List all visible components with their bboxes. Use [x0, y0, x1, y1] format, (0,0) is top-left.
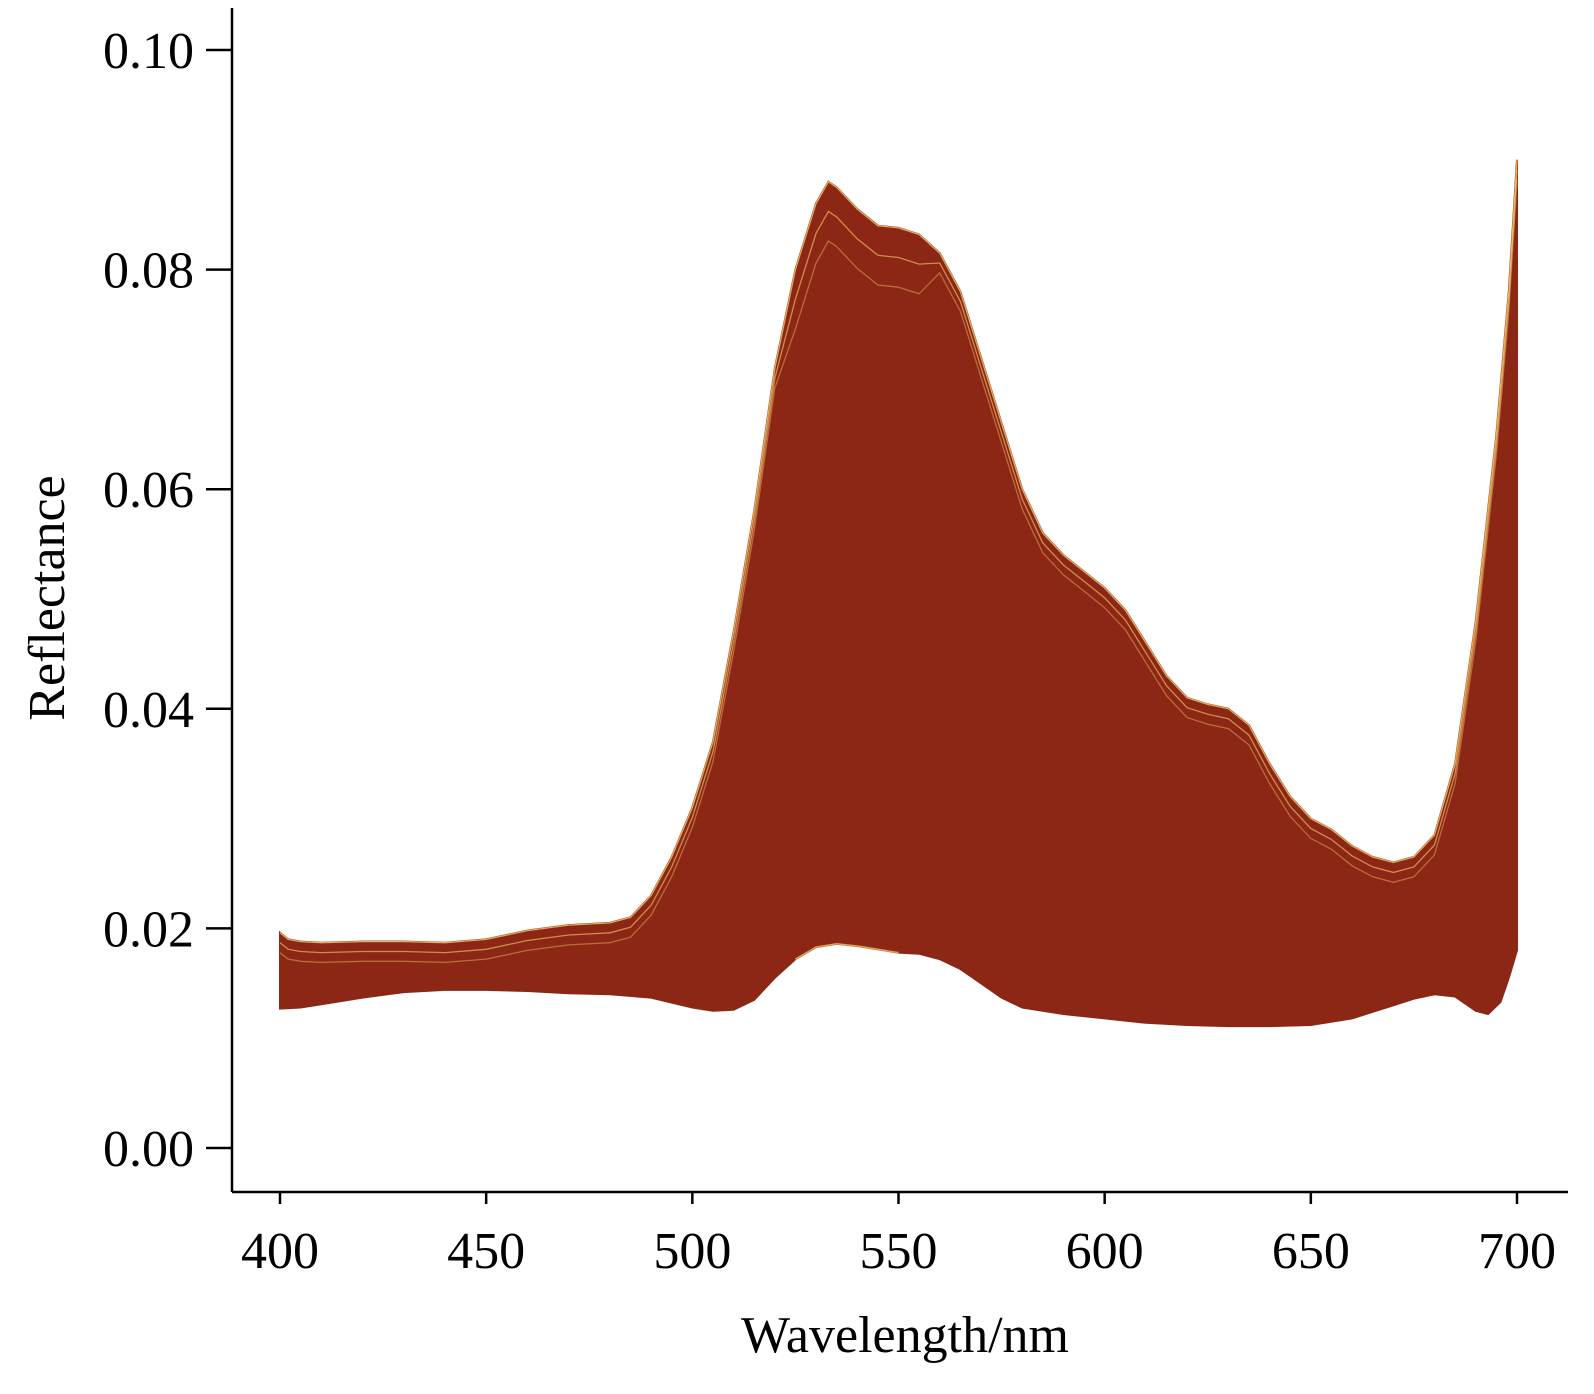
spectra-area: [279, 159, 1518, 1028]
x-tick-label: 550: [860, 1223, 938, 1280]
x-tick-label: 600: [1066, 1223, 1144, 1280]
x-tick-label: 400: [241, 1223, 319, 1280]
y-tick-label: 0.10: [103, 23, 194, 80]
spectrum-highlight-line: [279, 169, 1518, 954]
y-axis-title: Reflectance: [19, 475, 76, 720]
spectrum-highlight-line: [279, 159, 1518, 944]
x-tick-label: 500: [653, 1223, 731, 1280]
axes: [230, 8, 1568, 1194]
spectrum-highlight-line: [279, 179, 1518, 964]
spectrum-highlight-line: [795, 943, 899, 960]
x-tick-label: 650: [1272, 1223, 1350, 1280]
y-tick-label: 0.04: [103, 682, 194, 739]
y-tick-label: 0.02: [103, 901, 194, 958]
spectra-band: [279, 159, 1518, 1028]
y-ticks: 0.00 0.02 0.04 0.06 0.08 0.10: [103, 23, 232, 1178]
x-tick-label: 700: [1478, 1223, 1556, 1280]
y-tick-label: 0.00: [103, 1121, 194, 1178]
x-tick-label: 450: [447, 1223, 525, 1280]
y-tick-label: 0.06: [103, 462, 194, 519]
x-axis-title: Wavelength/nm: [741, 1307, 1069, 1364]
y-tick-label: 0.08: [103, 243, 194, 300]
x-ticks: 400 450 500 550 600 650 700: [241, 1192, 1556, 1280]
